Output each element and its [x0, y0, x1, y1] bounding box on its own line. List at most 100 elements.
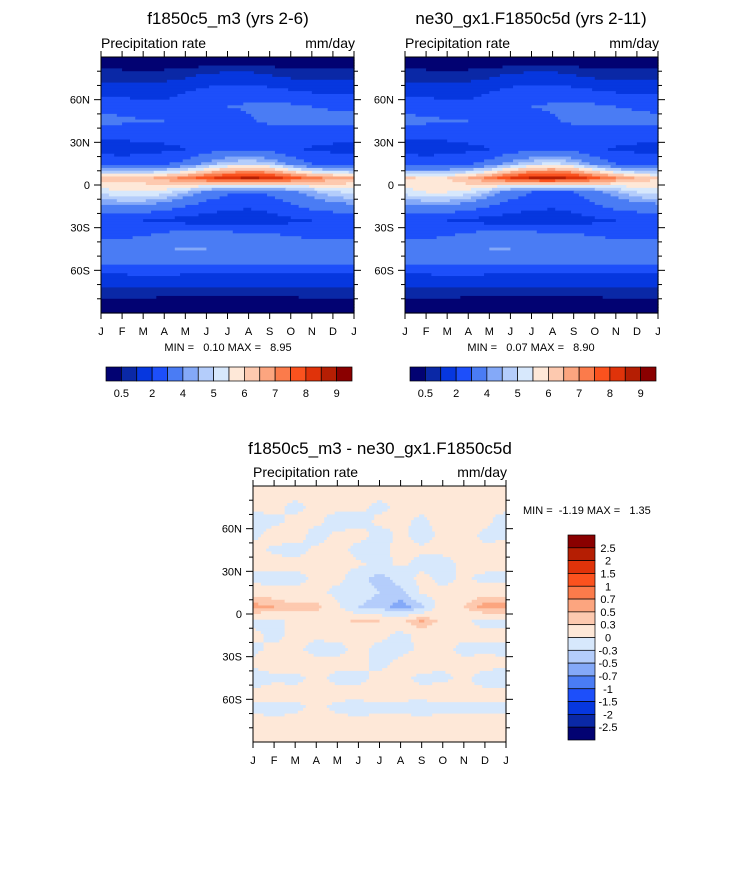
contour-cell [198, 65, 276, 69]
contour-cell [518, 167, 548, 172]
contour-cell [405, 301, 659, 306]
contour-cell [274, 150, 331, 155]
contour-cell [285, 153, 355, 158]
y-tick-label: 30N [70, 137, 90, 149]
contour-cell [400, 585, 420, 589]
contour-cell [243, 102, 292, 106]
contour-cell [303, 159, 355, 163]
x-tick-label: J [98, 326, 104, 338]
contour-cell [405, 295, 461, 300]
contour-cell [350, 619, 381, 624]
contour-cell [476, 207, 548, 212]
contour-cell [419, 588, 507, 592]
colorbar-box [567, 560, 596, 574]
contour-cell [405, 165, 485, 169]
colorbar-box [455, 366, 472, 382]
contour-cell [405, 128, 659, 132]
contour-cell [101, 307, 355, 311]
contour-cell [305, 705, 328, 709]
contour-cell [101, 102, 244, 106]
y-tick-label: 30S [222, 652, 242, 664]
contour-cell [547, 207, 556, 212]
contour-cell [101, 162, 171, 166]
contour-cell [296, 170, 313, 175]
contour-cell [258, 668, 370, 672]
contour-cell [578, 193, 612, 197]
contour-cell [610, 165, 659, 169]
contour-cell [434, 579, 454, 584]
contour-cell [368, 659, 394, 663]
colorbar-box [471, 366, 488, 382]
contour-cell [235, 170, 265, 175]
contour-cell [195, 170, 213, 175]
x-tick-label: A [161, 326, 169, 338]
contour-cell [267, 122, 355, 126]
contour-cell [473, 162, 504, 166]
contour-cell [584, 165, 598, 169]
contour-cell [309, 185, 355, 189]
min-max-stats: MIN = 0.07 MAX = 8.90 [467, 342, 594, 354]
contour-cell [455, 210, 522, 215]
contour-cell [258, 537, 307, 541]
contour-cell [405, 202, 461, 206]
contour-cell [180, 273, 355, 277]
contour-cell [116, 113, 252, 118]
contour-cell [290, 76, 355, 81]
contour-cell [405, 130, 659, 135]
contour-cell [300, 582, 341, 587]
contour-cell [285, 162, 313, 166]
contour-cell [405, 190, 427, 195]
panel-title: f1850c5_m3 - ne30_gx1.F1850c5d [248, 439, 512, 458]
colorbar-label: 7 [576, 388, 582, 400]
contour-cell [368, 670, 433, 675]
contour-cell [636, 190, 659, 195]
colorbar-box [567, 534, 596, 549]
contour-cell [405, 150, 467, 155]
contour-cell [274, 162, 287, 166]
contour-cell [502, 65, 580, 69]
contour-cell [557, 116, 659, 121]
contour-cell [284, 682, 299, 686]
contour-cell [453, 579, 478, 584]
contour-cell [313, 639, 325, 644]
contour-cell [477, 534, 507, 538]
contour-cell [251, 113, 355, 118]
contour-cell [392, 562, 410, 567]
contour-cell [382, 511, 504, 516]
contour-cell [329, 534, 370, 538]
contour-cell [368, 665, 389, 669]
contour-cell [636, 142, 659, 146]
contour-cell [284, 505, 307, 510]
contour-cell [405, 167, 451, 172]
contour-cell [300, 571, 349, 575]
colorbar-label: 0 [605, 633, 611, 645]
contour-cell [253, 588, 331, 592]
contour-cell [490, 522, 507, 527]
contour-cell [116, 199, 147, 203]
contour-cell [284, 628, 507, 632]
x-tick-label: F [271, 755, 278, 767]
contour-cell [426, 625, 481, 629]
contour-cell [432, 713, 507, 717]
contour-cell [303, 648, 349, 652]
contour-cell [253, 534, 262, 538]
contour-cell [405, 93, 483, 98]
contour-cell [101, 264, 355, 269]
contour-cell [408, 594, 428, 598]
contour-cell [429, 520, 494, 524]
contour-cell [453, 676, 473, 681]
contour-cell [101, 91, 186, 95]
contour-cell [263, 636, 283, 641]
contour-cell [296, 156, 355, 160]
contour-cell [405, 173, 456, 178]
x-tick-label: J [503, 755, 509, 767]
contour-cell [266, 528, 309, 533]
contour-cell [263, 642, 309, 646]
contour-cell [631, 108, 659, 112]
x-tick-label: S [266, 326, 273, 338]
contour-cell [439, 116, 559, 121]
contour-cell [634, 176, 659, 180]
contour-cell [253, 486, 507, 490]
contour-cell [424, 542, 507, 547]
colorbar-label: 6 [241, 388, 247, 400]
